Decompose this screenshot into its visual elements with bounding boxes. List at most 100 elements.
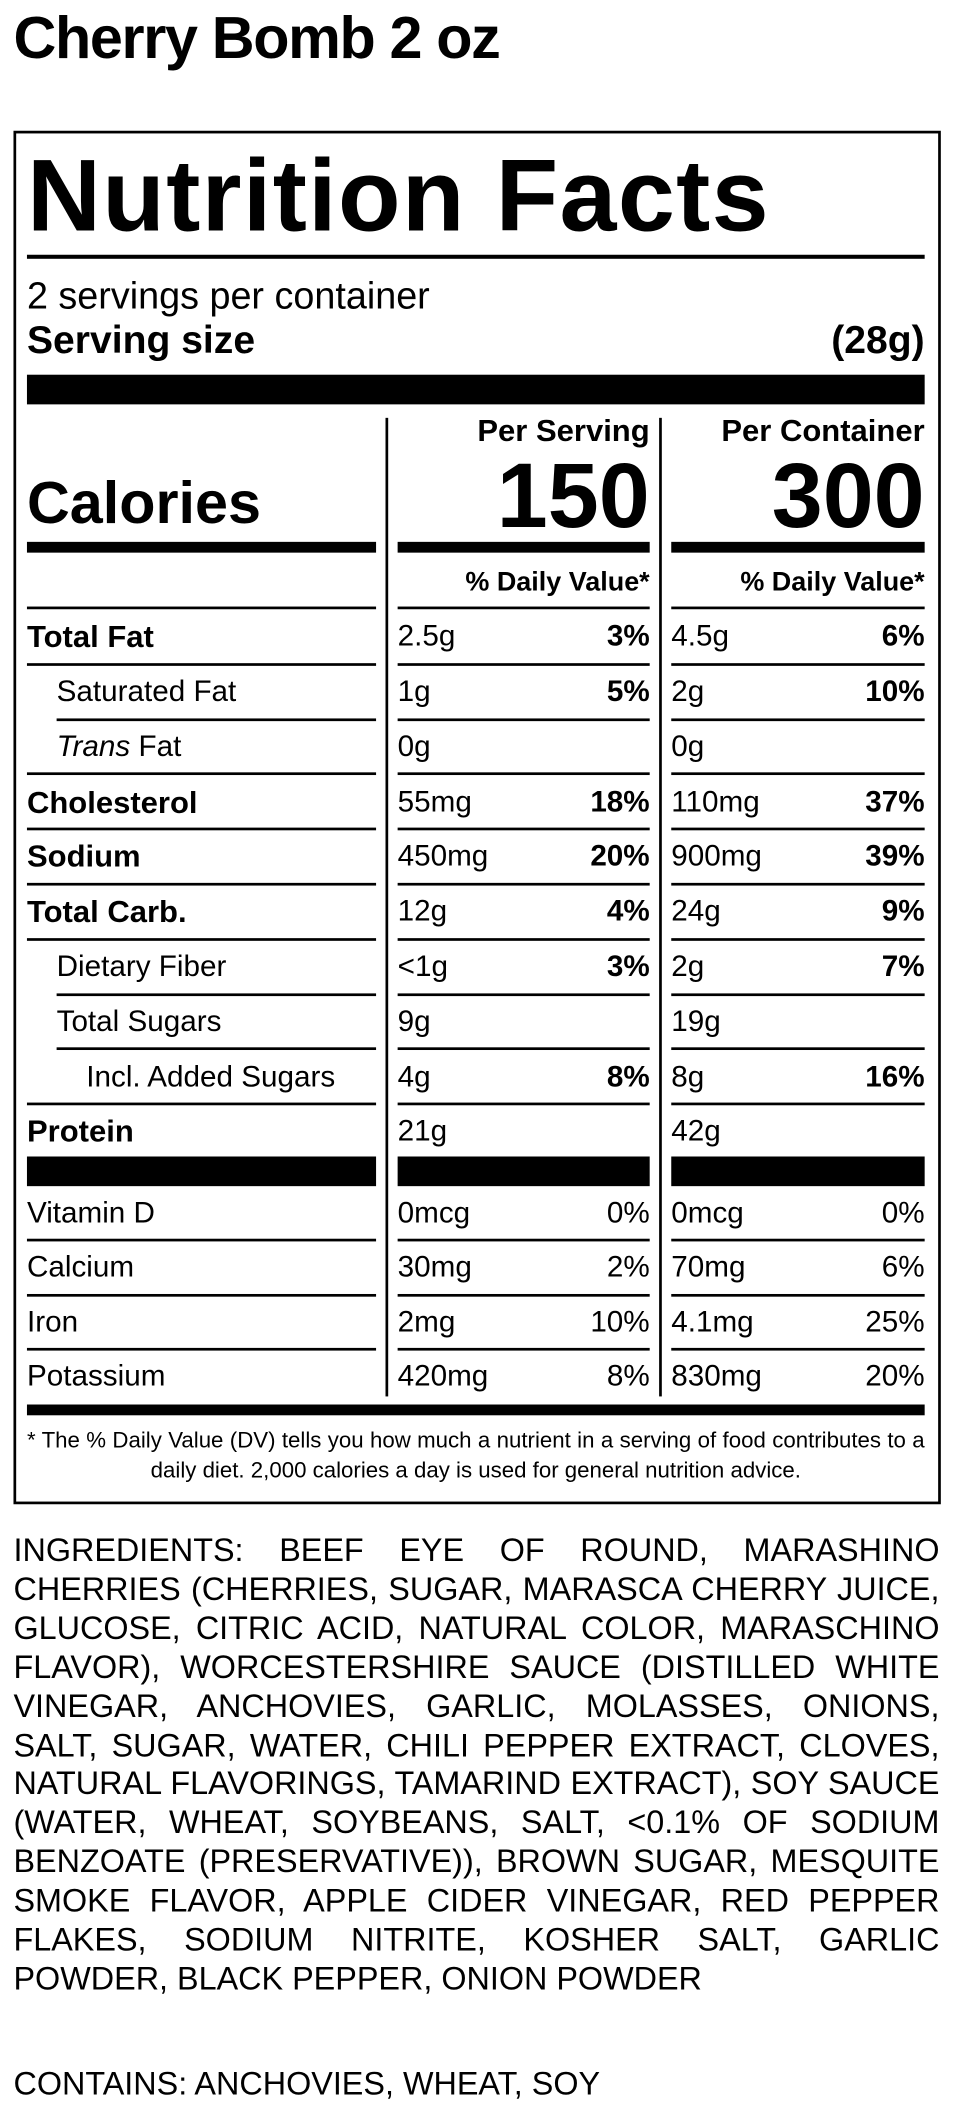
daily-value: 5%: [606, 673, 650, 708]
amount: 21g: [397, 1113, 448, 1148]
nutrient-name: Sodium: [26, 838, 141, 874]
amount: 4.1mg: [671, 1304, 754, 1338]
rule: [26, 1102, 377, 1106]
column-header: Per Serving: [477, 412, 650, 448]
amount: 0g: [397, 728, 431, 763]
serving-size-label: Serving size: [26, 318, 256, 363]
nutrition-label: [13, 130, 941, 1505]
daily-value: 10%: [590, 1304, 650, 1338]
amount: 9g: [397, 1003, 431, 1038]
amount: 12g: [397, 893, 448, 928]
rule: [397, 606, 650, 610]
rule: [397, 541, 650, 553]
daily-value: 6%: [881, 1249, 925, 1284]
nutrient-name: Dietary Fiber: [56, 948, 227, 983]
amount: 2g: [671, 948, 705, 983]
rule: [397, 1156, 650, 1187]
amount: 450mg: [397, 838, 489, 873]
amount: 420mg: [397, 1358, 489, 1393]
rule: [26, 1156, 377, 1187]
rule: [26, 606, 377, 610]
amount: 900mg: [671, 838, 762, 873]
amount: 0mcg: [397, 1195, 471, 1230]
rule: [397, 882, 650, 886]
rule: [397, 662, 650, 666]
daily-value: 8%: [606, 1358, 650, 1393]
rule: [671, 606, 925, 610]
rule: [671, 1347, 925, 1351]
amount: 830mg: [671, 1358, 762, 1393]
amount: 42g: [671, 1113, 721, 1148]
product-title: Cherry Bomb 2 oz: [13, 5, 500, 72]
rule: [671, 992, 925, 996]
amount: 2.5g: [397, 618, 456, 653]
amount: 70mg: [671, 1249, 746, 1284]
footnote: * The % Daily Value (DV) tells you how m…: [26, 1428, 925, 1483]
calories-value: 150: [496, 445, 650, 548]
contains: CONTAINS: ANCHOVIES, WHEAT, SOY: [13, 2066, 601, 2103]
nutrient-name: Total Sugars: [56, 1003, 222, 1038]
daily-value: 20%: [590, 838, 650, 873]
column-header: Per Container: [721, 412, 925, 448]
daily-value: 4%: [606, 893, 650, 928]
daily-value: 6%: [881, 618, 925, 653]
amount: 0mcg: [671, 1195, 744, 1230]
rule: [397, 827, 650, 831]
daily-value: 18%: [590, 783, 650, 818]
rule: [671, 1047, 925, 1051]
amount: 0g: [671, 728, 705, 763]
daily-value: 16%: [865, 1058, 925, 1093]
rule: [671, 937, 925, 941]
rule: [26, 882, 377, 886]
rule: [26, 662, 377, 666]
daily-value: 7%: [881, 948, 925, 983]
rule: [397, 992, 650, 996]
rule: [26, 254, 925, 259]
rule: [671, 1239, 925, 1242]
dv-header: % Daily Value*: [740, 567, 925, 598]
rule: [671, 827, 925, 831]
daily-value: 8%: [606, 1058, 650, 1093]
nutrient-name: Trans Fat: [57, 729, 182, 765]
servings: 2 servings per container: [26, 275, 430, 318]
rule: [671, 541, 925, 553]
amount: 24g: [671, 893, 721, 928]
daily-value: 0%: [881, 1195, 925, 1230]
daily-value: 39%: [865, 838, 925, 873]
rule: [671, 1293, 925, 1297]
amount: 1g: [397, 673, 431, 708]
amount: 110mg: [671, 783, 760, 818]
rule: [26, 1293, 377, 1297]
rule: [26, 827, 377, 831]
daily-value: 2%: [606, 1249, 650, 1284]
daily-value: 3%: [606, 948, 650, 983]
amount: 8g: [671, 1058, 705, 1093]
amount: 19g: [671, 1003, 721, 1038]
daily-value: 0%: [606, 1195, 650, 1230]
rule: [397, 772, 650, 776]
rule: [397, 1239, 650, 1242]
nutrient-name: Vitamin D: [26, 1195, 155, 1230]
amount: <1g: [397, 948, 448, 983]
rule: [26, 937, 377, 941]
rule: [671, 662, 925, 666]
amount: 4g: [397, 1058, 431, 1093]
nutrient-name: Protein: [26, 1113, 134, 1149]
daily-value: 9%: [881, 893, 925, 928]
rule: [671, 882, 925, 886]
daily-value: 10%: [865, 673, 925, 708]
rule: [671, 1102, 925, 1106]
rule: [26, 1404, 925, 1416]
dv-header: % Daily Value*: [465, 567, 650, 598]
calories-label: Calories: [26, 469, 262, 536]
rule: [385, 417, 389, 1397]
rule: [397, 1293, 650, 1297]
rule: [671, 772, 925, 776]
nutrient-name: Iron: [26, 1304, 79, 1338]
serving-size: (28g): [831, 318, 925, 363]
daily-value: 20%: [865, 1358, 925, 1393]
rule: [397, 937, 650, 941]
rule: [56, 1047, 377, 1051]
rule: [56, 717, 377, 721]
